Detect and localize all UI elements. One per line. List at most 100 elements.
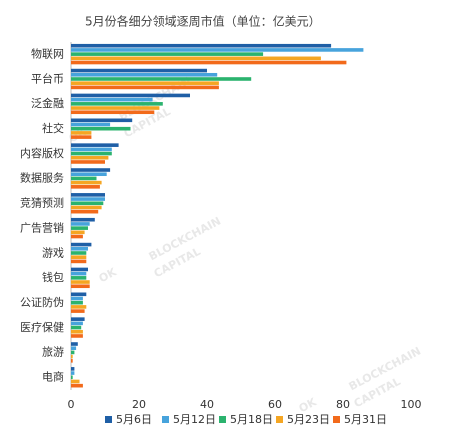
bar bbox=[71, 106, 160, 110]
x-tick-label: 40 bbox=[200, 398, 214, 411]
y-tick-label: 钱包 bbox=[42, 270, 64, 284]
y-tick-label: 平台币 bbox=[31, 71, 64, 85]
bar bbox=[71, 97, 153, 102]
bar bbox=[71, 81, 219, 85]
x-tick-label: 100 bbox=[401, 398, 422, 411]
legend-label: 5月6日 bbox=[116, 413, 152, 426]
bar bbox=[71, 77, 252, 81]
legend-label: 5月31日 bbox=[344, 413, 387, 426]
bar bbox=[71, 296, 83, 301]
bar bbox=[71, 379, 80, 384]
y-tick-label: 电商 bbox=[42, 370, 64, 384]
bar bbox=[71, 342, 78, 346]
legend-swatch bbox=[162, 416, 169, 423]
bar bbox=[71, 122, 111, 127]
bar bbox=[71, 226, 88, 230]
y-tick-label: 游戏 bbox=[42, 246, 64, 259]
bar bbox=[71, 60, 347, 65]
watermark: OK BLOCKCHAIN CAPITAL OK BLOCKCHAIN CAPI… bbox=[67, 74, 423, 415]
bar bbox=[71, 193, 105, 197]
bar bbox=[71, 131, 92, 135]
bar bbox=[71, 201, 104, 206]
bar bbox=[71, 354, 73, 359]
y-tick-label: 物联网 bbox=[31, 46, 64, 60]
bar bbox=[71, 375, 73, 380]
bar bbox=[71, 300, 83, 305]
bar bbox=[71, 205, 102, 210]
legend-label: 5月12日 bbox=[173, 413, 216, 426]
bar bbox=[71, 246, 88, 251]
bar bbox=[71, 52, 264, 56]
x-tick-label: 20 bbox=[132, 398, 146, 411]
x-tick-label: 60 bbox=[268, 398, 282, 411]
legend-swatch bbox=[276, 416, 283, 423]
bar bbox=[71, 321, 83, 326]
y-tick-label: 内容版权 bbox=[20, 146, 64, 160]
legend-swatch bbox=[105, 416, 112, 423]
watermark-logo: OK bbox=[97, 265, 119, 285]
bar bbox=[71, 251, 87, 255]
bar bbox=[71, 56, 321, 61]
bar bbox=[71, 280, 90, 284]
bar bbox=[71, 359, 73, 363]
bar bbox=[71, 72, 218, 77]
bar bbox=[71, 222, 90, 226]
bar bbox=[71, 350, 75, 355]
y-tick-label: 广告营销 bbox=[20, 220, 64, 234]
bar bbox=[71, 147, 112, 152]
bar bbox=[71, 180, 102, 185]
bar bbox=[71, 102, 163, 106]
bar bbox=[71, 367, 75, 371]
bar bbox=[71, 43, 332, 48]
x-tick-label: 0 bbox=[68, 398, 75, 411]
bar bbox=[71, 185, 100, 189]
bar bbox=[71, 48, 364, 52]
bar bbox=[71, 242, 92, 247]
bar bbox=[71, 118, 133, 123]
legend-swatch bbox=[219, 416, 226, 423]
bar bbox=[71, 346, 77, 351]
bar bbox=[71, 85, 219, 90]
bar bbox=[71, 334, 83, 338]
y-tick-label: 旅游 bbox=[42, 345, 64, 359]
y-tick-label: 竞猜预测 bbox=[20, 196, 64, 210]
legend-label: 5月23日 bbox=[287, 413, 330, 426]
bar bbox=[71, 317, 85, 321]
y-tick-label: 社交 bbox=[42, 121, 64, 135]
legend-swatch bbox=[333, 416, 340, 423]
chart-title: 5月份各细分领域逐周市值（单位：亿美元） bbox=[85, 14, 321, 29]
bar bbox=[71, 371, 75, 375]
bar bbox=[71, 267, 88, 272]
bar bbox=[71, 172, 107, 177]
bar bbox=[71, 160, 105, 164]
bar bbox=[71, 168, 111, 172]
bar bbox=[71, 230, 85, 235]
bar bbox=[71, 93, 190, 98]
bar bbox=[71, 135, 92, 139]
bar bbox=[71, 325, 82, 330]
bar bbox=[71, 284, 90, 289]
legend-label: 5月18日 bbox=[230, 413, 273, 426]
bar bbox=[71, 176, 97, 181]
bar bbox=[71, 309, 85, 313]
bar bbox=[71, 305, 87, 309]
bar bbox=[71, 234, 83, 239]
bar bbox=[71, 110, 155, 115]
bar bbox=[71, 259, 87, 264]
bar bbox=[71, 292, 87, 297]
bar bbox=[71, 126, 131, 131]
bar bbox=[71, 276, 87, 280]
bar bbox=[71, 143, 119, 147]
bar bbox=[71, 271, 87, 276]
bar bbox=[71, 197, 105, 201]
bar bbox=[71, 329, 83, 334]
x-tick-label: 80 bbox=[336, 398, 350, 411]
bar bbox=[71, 383, 83, 388]
bar bbox=[71, 155, 109, 160]
y-tick-label: 泛金融 bbox=[31, 96, 64, 110]
y-tick-label: 公证防伪 bbox=[20, 295, 64, 309]
bar bbox=[71, 151, 112, 156]
bar bbox=[71, 68, 207, 73]
y-tick-label: 数据服务 bbox=[20, 171, 64, 185]
